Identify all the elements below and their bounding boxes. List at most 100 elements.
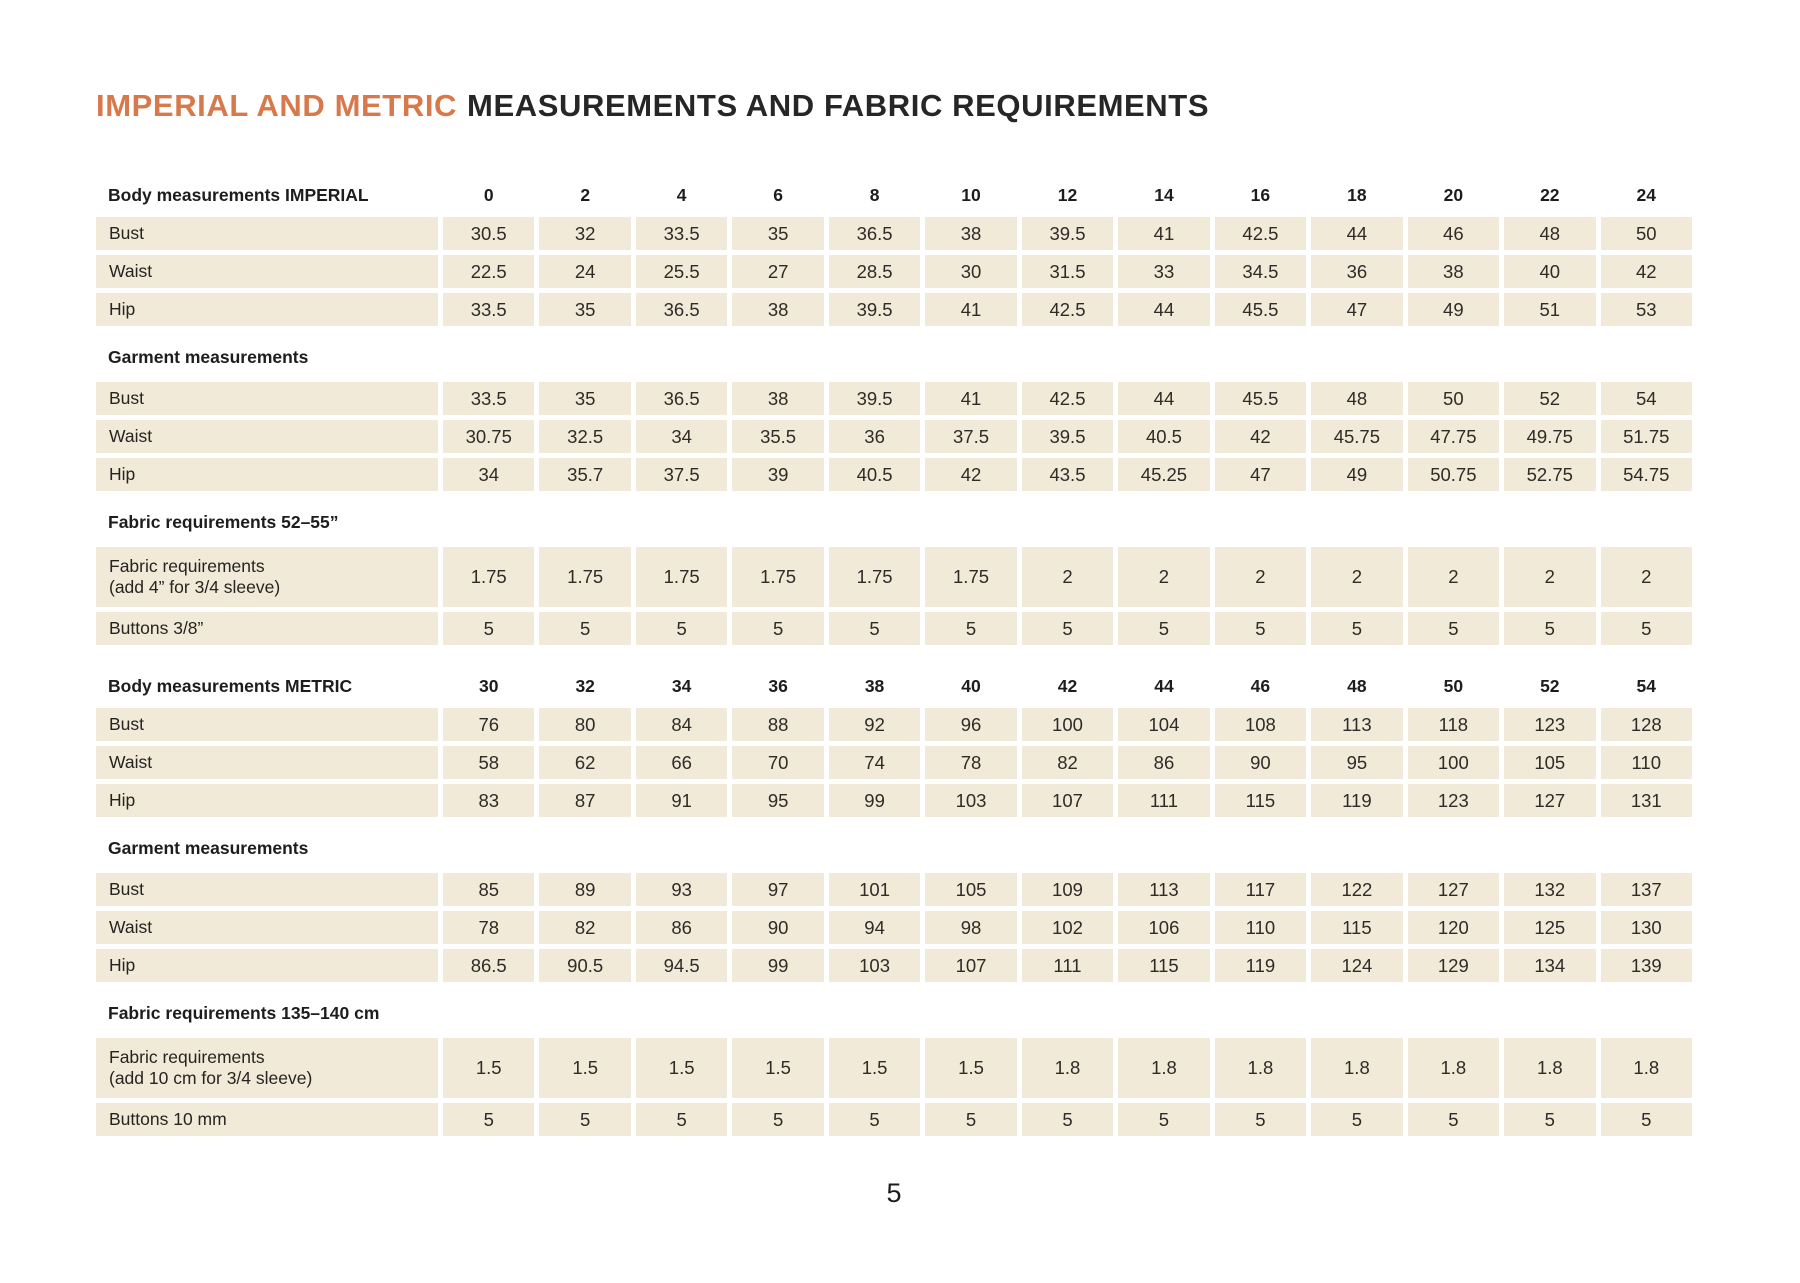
value-cell: 66 xyxy=(635,746,728,779)
value-cell: 93 xyxy=(635,873,728,906)
table-row-data: Bust 76 80 84 88 92 96 100 104 108 113 118 123 128 xyxy=(96,708,1692,741)
value-cell: 1.8 xyxy=(1118,1038,1210,1098)
value-cell: 127 xyxy=(1504,784,1596,817)
value-cell: 78 xyxy=(925,746,1017,779)
size-column-header: 46 xyxy=(1250,675,1271,696)
section-heading: Fabric requirements 52–55” xyxy=(108,512,339,532)
value-cell: 90 xyxy=(732,911,824,944)
value-cell: 39.5 xyxy=(828,293,921,326)
value-cell: 122 xyxy=(1311,873,1403,906)
value-cell: 139 xyxy=(1600,949,1692,982)
value-cell: 89 xyxy=(539,873,631,906)
value-cell: 1.75 xyxy=(732,547,824,607)
value-cell: 42 xyxy=(1214,420,1307,453)
value-cell: 48 xyxy=(1504,217,1596,250)
value-cell: 40 xyxy=(1504,255,1596,288)
row-label-text: Waist xyxy=(109,426,153,446)
row-label: Hip xyxy=(96,293,438,326)
table-row-size-header: Body measurements IMPERIAL 0 2 4 6 8 10 12 14 16 1… xyxy=(96,178,1692,212)
value-cell: 39.5 xyxy=(828,382,921,415)
value-cell: 5 xyxy=(732,1103,824,1136)
value-cell: 38 xyxy=(732,382,824,415)
size-column-header: 8 xyxy=(869,184,880,205)
value-cell: 34 xyxy=(635,420,728,453)
value-cell: 5 xyxy=(732,612,824,645)
size-column-header: 18 xyxy=(1347,184,1367,205)
value-cell: 44 xyxy=(1118,293,1210,326)
page-title-main: MEASUREMENTS AND FABRIC REQUIREMENTS xyxy=(467,88,1210,123)
value-cell: 49 xyxy=(1311,458,1403,491)
size-column-header: 12 xyxy=(1057,184,1078,205)
value-cell: 42 xyxy=(1600,255,1692,288)
value-cell: 45.75 xyxy=(1311,420,1403,453)
row-label-text: Hip xyxy=(109,790,136,810)
size-column-header: 30 xyxy=(478,675,499,696)
value-cell: 5 xyxy=(925,612,1017,645)
value-cell: 123 xyxy=(1407,784,1500,817)
value-cell: 5 xyxy=(1311,612,1403,645)
value-cell: 87 xyxy=(539,784,631,817)
size-column-header: 48 xyxy=(1347,675,1367,696)
size-column-header: 34 xyxy=(671,675,692,696)
value-cell: 42 xyxy=(925,458,1017,491)
size-column-header: 50 xyxy=(1443,675,1464,696)
row-label: Waist xyxy=(96,420,438,453)
value-cell: 5 xyxy=(1311,1103,1403,1136)
value-cell: 5 xyxy=(925,1103,1017,1136)
value-cell: 111 xyxy=(1021,949,1114,982)
value-cell: 100 xyxy=(1407,746,1500,779)
value-cell: 1.8 xyxy=(1214,1038,1307,1098)
value-cell: 22.5 xyxy=(443,255,535,288)
value-cell: 58 xyxy=(443,746,535,779)
value-cell: 44 xyxy=(1118,382,1210,415)
row-label: Bust xyxy=(96,708,438,741)
table-row-data: Fabric requirements (add 10 cm for 3/4 sl… xyxy=(96,1038,1692,1098)
row-label: Bust xyxy=(96,217,438,250)
row-label-text: Body measurements METRIC xyxy=(108,675,353,696)
value-cell: 34.5 xyxy=(1214,255,1307,288)
value-cell: 83 xyxy=(443,784,535,817)
value-cell: 24 xyxy=(539,255,631,288)
value-cell: 33.5 xyxy=(443,382,535,415)
value-cell: 90 xyxy=(1214,746,1307,779)
value-cell: 113 xyxy=(1311,708,1403,741)
value-cell: 2 xyxy=(1214,547,1307,607)
value-cell: 132 xyxy=(1504,873,1596,906)
value-cell: 119 xyxy=(1311,784,1403,817)
value-cell: 41 xyxy=(925,293,1017,326)
table-row-data: Waist 78 82 86 90 94 98 102 106 110 115 120 125 130 xyxy=(96,911,1692,944)
value-cell: 5 xyxy=(1214,1103,1307,1136)
value-cell: 123 xyxy=(1504,708,1596,741)
measurements-table: Body measurements IMPERIAL 0 2 4 6 8 10 12 14 16 1… xyxy=(96,178,1692,1141)
value-cell: 1.75 xyxy=(539,547,631,607)
value-cell: 45.5 xyxy=(1214,293,1307,326)
row-label-text: Fabric requirements xyxy=(109,556,265,576)
page-number: 5 xyxy=(886,1178,902,1208)
row-label-text: Waist xyxy=(109,752,153,772)
value-cell: 88 xyxy=(732,708,824,741)
value-cell: 5 xyxy=(1021,1103,1114,1136)
row-sublabel-text: (add 4” for 3/4 sleeve) xyxy=(109,577,281,597)
value-cell: 95 xyxy=(732,784,824,817)
row-label: Fabric requirements (add 10 cm for 3/4 sl… xyxy=(96,1038,438,1098)
value-cell: 36.5 xyxy=(828,217,921,250)
value-cell: 1.5 xyxy=(443,1038,535,1098)
value-cell: 102 xyxy=(1021,911,1114,944)
size-column-header: 16 xyxy=(1250,184,1271,205)
value-cell: 48 xyxy=(1311,382,1403,415)
value-cell: 111 xyxy=(1118,784,1210,817)
value-cell: 5 xyxy=(635,1103,728,1136)
value-cell: 36 xyxy=(1311,255,1403,288)
row-label: Buttons 3/8” xyxy=(96,612,438,645)
value-cell: 35.7 xyxy=(539,458,631,491)
value-cell: 107 xyxy=(1021,784,1114,817)
value-cell: 35 xyxy=(539,293,631,326)
value-cell: 1.8 xyxy=(1021,1038,1114,1098)
size-column-header: 54 xyxy=(1636,675,1656,696)
value-cell: 37.5 xyxy=(635,458,728,491)
value-cell: 36.5 xyxy=(635,382,728,415)
row-label: Hip xyxy=(96,949,438,982)
value-cell: 5 xyxy=(1504,1103,1596,1136)
size-column-header: 32 xyxy=(575,675,595,696)
table-row-data: Hip 83 87 91 95 99 103 107 111 115 119 123 127 131 xyxy=(96,784,1692,817)
